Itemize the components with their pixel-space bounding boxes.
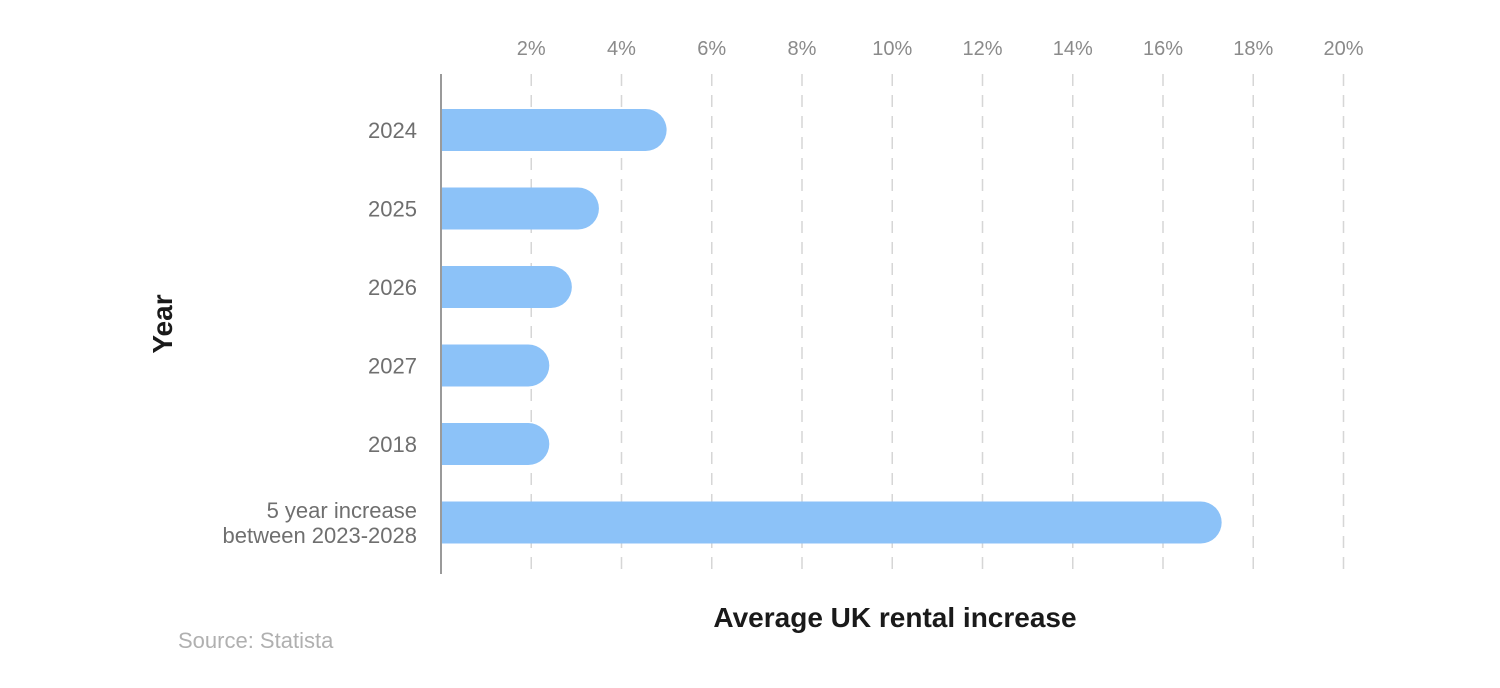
- bar: [441, 266, 572, 308]
- category-label: 2027: [368, 354, 417, 379]
- x-tick-label: 10%: [872, 38, 912, 60]
- bars: [441, 109, 1222, 544]
- x-tick-label: 6%: [697, 38, 726, 60]
- x-tick-label: 8%: [788, 38, 817, 60]
- bar: [441, 423, 550, 465]
- category-label: 2018: [368, 432, 417, 457]
- category-label: 2025: [368, 197, 417, 222]
- x-tick-label: 2%: [517, 38, 546, 60]
- category-labels: 2024 2025 2026 2027 2018 5 year increasebetwe…: [223, 118, 418, 548]
- bar: [441, 187, 599, 230]
- category-label: between 2023-2028: [223, 523, 418, 548]
- x-axis-title: Average UK rental increase: [713, 602, 1076, 633]
- x-tick-label: 12%: [962, 38, 1002, 60]
- bar: [441, 344, 550, 387]
- x-tick-label: 4%: [607, 38, 636, 60]
- bar: [441, 501, 1222, 544]
- x-tick-label: 18%: [1233, 38, 1273, 60]
- x-tick-labels: 2% 4% 6% 8% 10% 12% 14% 16% 18% 20%: [517, 38, 1364, 60]
- bar: [441, 109, 667, 151]
- x-tick-label: 14%: [1053, 38, 1093, 60]
- x-tick-label: 16%: [1143, 38, 1183, 60]
- category-label: 2026: [368, 275, 417, 300]
- category-label: 5 year increase: [267, 498, 417, 523]
- y-axis-title: Year: [147, 294, 178, 353]
- category-label: 2024: [368, 118, 417, 143]
- source-note: Source: Statista: [178, 628, 334, 653]
- x-tick-label: 20%: [1323, 38, 1363, 60]
